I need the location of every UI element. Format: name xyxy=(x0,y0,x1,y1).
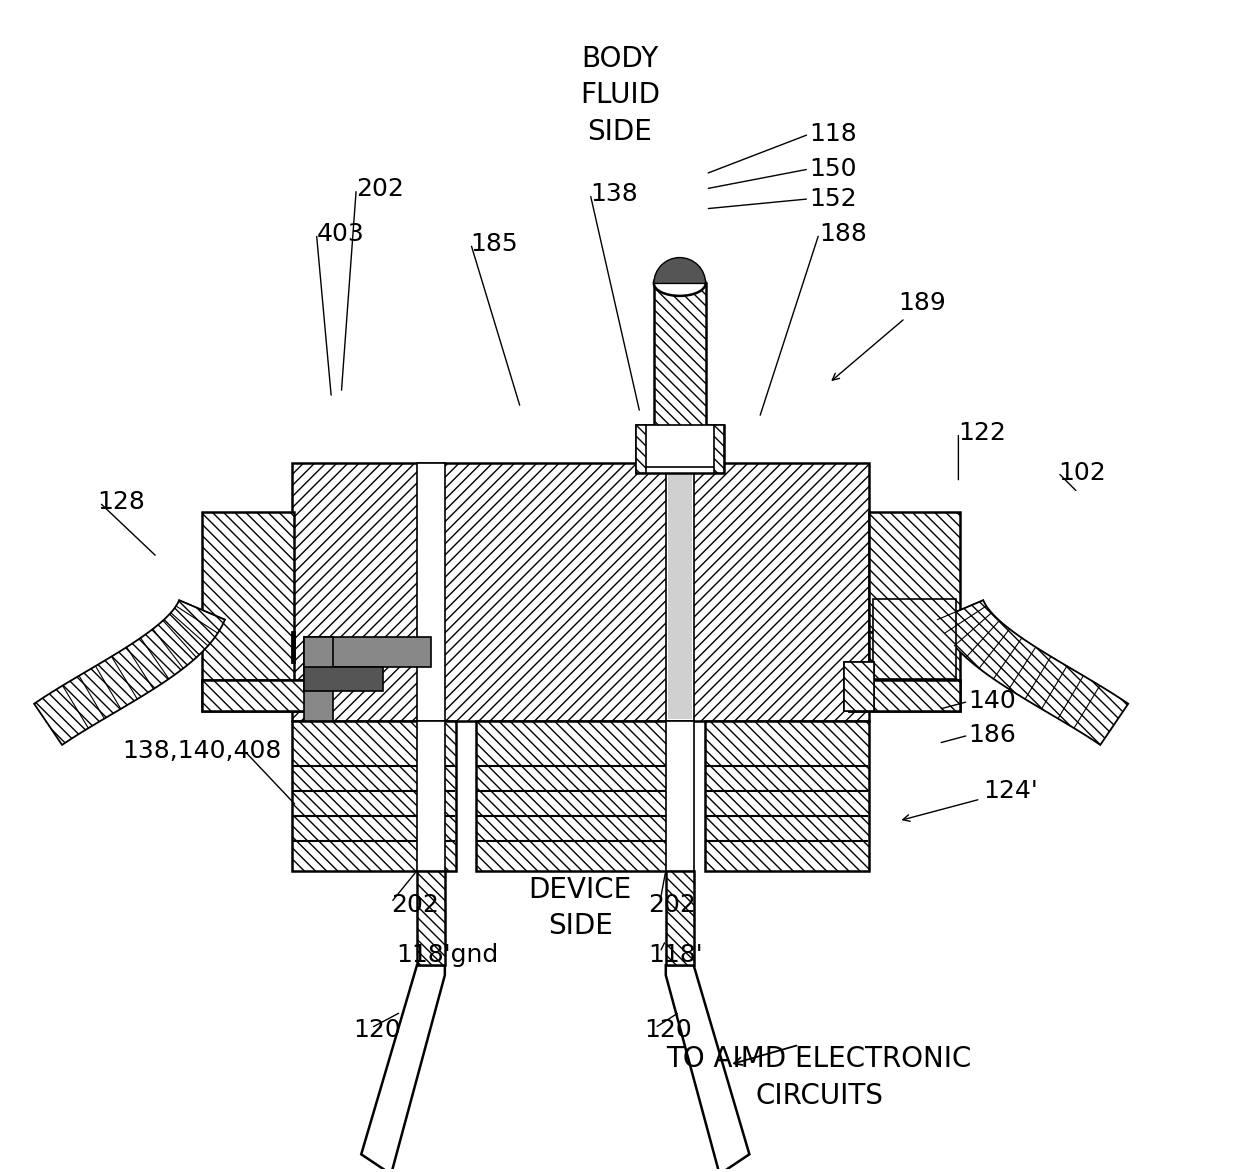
Ellipse shape xyxy=(653,271,706,295)
Text: 118'gnd: 118'gnd xyxy=(396,943,498,967)
Bar xyxy=(653,284,706,463)
Bar xyxy=(873,599,956,679)
Bar xyxy=(666,463,693,721)
Bar xyxy=(636,424,723,472)
Bar xyxy=(849,680,960,711)
Text: 118: 118 xyxy=(808,122,857,146)
Bar xyxy=(202,680,314,711)
Text: 202: 202 xyxy=(356,177,404,200)
Bar xyxy=(291,632,294,662)
Text: 102: 102 xyxy=(1058,461,1106,484)
Bar xyxy=(304,667,383,691)
Bar xyxy=(666,871,693,966)
Bar xyxy=(849,680,960,711)
Bar xyxy=(844,662,874,711)
Bar xyxy=(476,721,684,871)
Polygon shape xyxy=(35,600,224,745)
Bar xyxy=(291,632,294,662)
Bar xyxy=(202,680,314,711)
Text: 403: 403 xyxy=(316,222,365,246)
Bar xyxy=(417,871,445,966)
Text: 124': 124' xyxy=(903,779,1038,822)
Bar xyxy=(417,721,445,871)
Text: 118': 118' xyxy=(647,943,703,967)
Text: 185: 185 xyxy=(471,232,518,255)
Text: 120: 120 xyxy=(353,1018,401,1042)
Bar xyxy=(666,721,693,871)
Text: 202: 202 xyxy=(647,893,696,918)
Bar xyxy=(202,512,294,682)
Bar xyxy=(869,632,889,662)
Text: 186: 186 xyxy=(968,723,1017,748)
Text: DEVICE
SIDE: DEVICE SIDE xyxy=(528,875,632,940)
Bar xyxy=(704,721,869,871)
Text: 138: 138 xyxy=(590,182,637,206)
Bar xyxy=(291,721,456,871)
Text: 150: 150 xyxy=(808,157,857,180)
Text: 140: 140 xyxy=(968,689,1016,714)
Text: TO AIMD ELECTRONIC
CIRCUITS: TO AIMD ELECTRONIC CIRCUITS xyxy=(666,1044,972,1110)
Bar xyxy=(417,463,445,721)
Text: BODY
FLUID
SIDE: BODY FLUID SIDE xyxy=(580,45,660,146)
Bar xyxy=(668,464,692,720)
Bar xyxy=(869,632,889,662)
Bar xyxy=(644,424,715,466)
Text: 152: 152 xyxy=(808,186,857,211)
Polygon shape xyxy=(361,966,445,1172)
Text: 120: 120 xyxy=(644,1018,692,1042)
Bar xyxy=(291,463,869,721)
Bar xyxy=(304,636,432,667)
Text: 188: 188 xyxy=(820,222,867,246)
Bar xyxy=(844,662,874,711)
Bar xyxy=(713,424,723,472)
Text: 202: 202 xyxy=(391,893,439,918)
Text: 122: 122 xyxy=(959,421,1007,444)
Bar xyxy=(636,424,646,472)
Text: 138,140,408: 138,140,408 xyxy=(123,740,281,763)
Polygon shape xyxy=(937,600,1128,745)
Bar xyxy=(304,636,334,721)
Text: 189: 189 xyxy=(832,292,946,380)
Text: 128: 128 xyxy=(98,490,145,515)
Bar xyxy=(869,512,960,682)
Polygon shape xyxy=(666,966,749,1172)
Wedge shape xyxy=(653,258,706,284)
